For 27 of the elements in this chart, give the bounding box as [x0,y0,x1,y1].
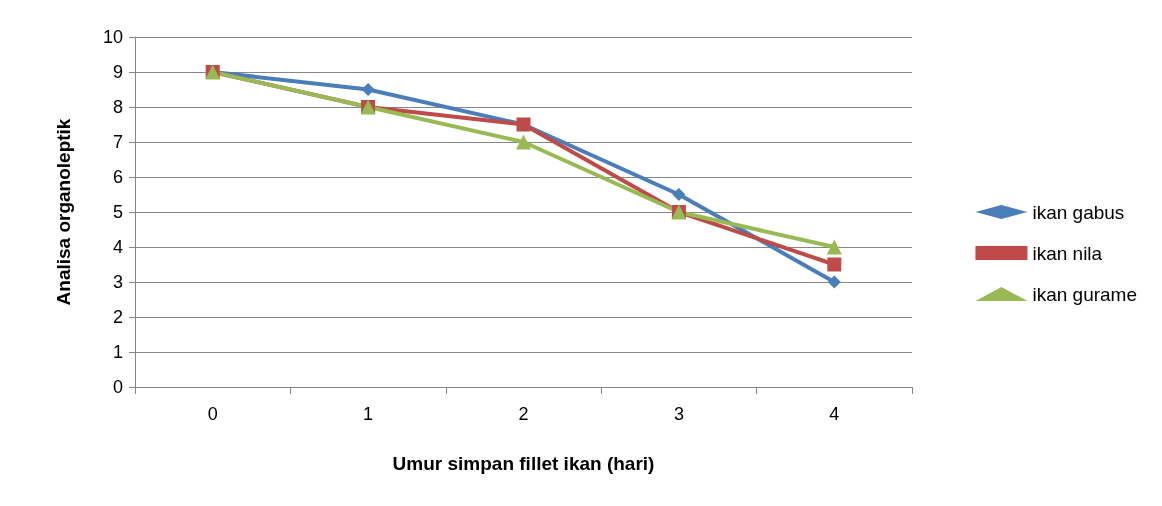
legend-label: ikan gabus [1032,201,1125,223]
point [672,188,686,201]
y-tick-label: 10 [102,27,123,47]
y-tick-label: 6 [112,167,123,187]
point [827,257,842,272]
x-axis-title: Umur simpan fillet ikan (hari) [392,453,655,474]
x-tick-label: 4 [829,404,840,424]
y-tick-label: 9 [112,62,123,82]
legend-label: ikan gurame [1032,283,1138,305]
point [826,239,842,255]
x-tick-label: 1 [363,404,374,424]
x-tick-label: 2 [518,404,529,424]
y-tick-label: 2 [112,307,123,327]
y-tick-label: 1 [112,342,123,362]
y-tick-label: 0 [112,377,123,397]
x-tick-label: 3 [673,404,684,424]
y-tick-label: 4 [112,237,123,257]
y-tick-label: 5 [112,202,123,222]
point [827,275,841,289]
y-tick-label: 8 [112,97,123,117]
x-tick-label: 0 [207,404,218,424]
legend-label: ikan nila [1032,242,1103,264]
y-axis-title: Analisa organoleptik [53,118,74,306]
point [516,134,531,150]
point [361,83,375,96]
y-tick-label: 3 [112,272,123,292]
y-tick-label: 7 [112,132,123,152]
